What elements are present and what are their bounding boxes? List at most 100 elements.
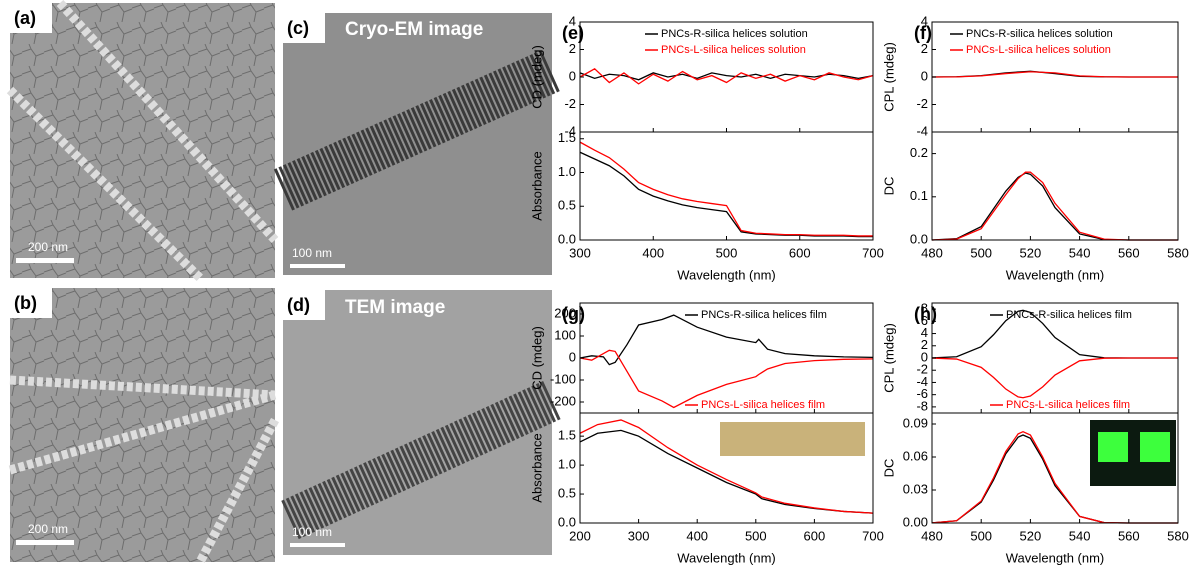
legend-label: PNCs-L-silica helices solution [966,44,1111,56]
legend-label: PNCs-R-silica helices solution [966,28,1113,40]
legend-label: PNCs-R-silica helices film [1006,309,1132,321]
panel-label: (d) [287,295,310,315]
panel-label: (h) [914,304,937,324]
x-tick-label: 540 [1069,528,1091,543]
y-axis-label: CD (mdeg) [529,326,544,390]
y-tick-label: 0 [569,68,576,83]
scale-label: 200 nm [28,240,68,254]
y-tick-label: 0 [569,349,576,364]
sem-image [10,288,275,562]
y-tick-label: 0.0 [558,231,576,246]
y-tick-label: 1.0 [558,457,576,472]
y-axis-label: DC [881,177,896,196]
x-tick-label: 480 [921,245,943,260]
x-tick-label: 520 [1020,528,1042,543]
y-tick-label: -2 [916,96,928,111]
inset-photo [720,422,865,456]
legend-label: PNCs-L-silica helices solution [661,44,806,56]
x-tick-label: 300 [628,528,650,543]
y-axis-label: Absorbance [529,433,544,502]
panel-label: (e) [562,23,584,43]
figure: (a) (b) (c) (d) Cryo-EM image TEM image … [0,0,1202,574]
legend-label: PNCs-R-silica helices film [701,309,827,321]
x-tick-label: 560 [1118,528,1140,543]
y-tick-label: 1.0 [558,164,576,179]
x-tick-label: 300 [569,245,591,260]
series-line [580,69,873,84]
panel-label: (f) [914,23,932,43]
series-line [932,358,1178,398]
y-tick-label: -200 [550,393,576,408]
x-tick-label: 580 [1167,245,1189,260]
y-tick-label: 0.5 [558,198,576,213]
scale-label: 100 nm [292,246,332,260]
x-tick-label: 600 [789,245,811,260]
x-axis-label: Wavelength (nm) [677,550,776,565]
y-tick-label: 0.5 [558,485,576,500]
x-tick-label: 400 [642,245,664,260]
y-tick-label: 0.06 [903,448,928,463]
scale-label: 200 nm [28,522,68,536]
scale-bar [290,264,345,268]
x-tick-label: 500 [970,528,992,543]
x-tick-label: 700 [862,245,884,260]
series-line [932,72,1178,77]
x-axis-label: Wavelength (nm) [1006,267,1105,282]
legend-label: PNCs-L-silica helices film [1006,399,1130,411]
y-axis-label: CD (mdeg) [529,45,544,109]
x-tick-label: 500 [970,245,992,260]
scale-bar [16,540,74,545]
series-line [580,152,873,236]
panel-label: (a) [14,8,36,28]
scale-label: 100 nm [292,525,332,539]
y-tick-label: 0.2 [910,145,928,160]
y-tick-label: 2 [921,41,928,56]
image-caption: TEM image [345,297,445,318]
x-tick-label: 500 [716,245,738,260]
y-tick-label: 0.1 [910,188,928,203]
scale-bar [16,258,74,263]
image-panels: (a) (b) (c) (d) Cryo-EM image TEM image … [10,3,1176,562]
series-line [580,73,873,80]
sem-image [10,3,275,278]
x-axis-label: Wavelength (nm) [1006,550,1105,565]
y-tick-label: 2 [569,41,576,56]
legend-label: PNCs-R-silica helices solution [661,28,808,40]
y-tick-label: 0.03 [903,481,928,496]
x-tick-label: 560 [1118,245,1140,260]
x-tick-label: 480 [921,528,943,543]
x-tick-label: 580 [1167,528,1189,543]
y-tick-label: 0.0 [558,514,576,529]
legend-label: PNCs-L-silica helices film [701,399,825,411]
x-tick-label: 400 [686,528,708,543]
glow [1098,432,1128,462]
x-tick-label: 520 [1020,245,1042,260]
y-axis-label: DC [881,459,896,478]
y-tick-label: 1.5 [558,130,576,145]
y-axis-label: CPL (mdeg) [881,42,896,112]
panel-label: (g) [562,304,585,324]
x-tick-label: 700 [862,528,884,543]
x-tick-label: 600 [804,528,826,543]
x-tick-label: 500 [745,528,767,543]
y-axis-label: Absorbance [529,151,544,220]
y-tick-label: 0 [921,68,928,83]
series-line [932,173,1178,240]
y-tick-label: -100 [550,371,576,386]
y-tick-label: 0.00 [903,514,928,529]
glow [1140,432,1170,462]
image-caption: Cryo-EM image [345,19,483,40]
panel-label: (b) [14,293,37,313]
plot-frame [580,132,873,240]
x-tick-label: 540 [1069,245,1091,260]
series-line [932,172,1178,240]
series-line [580,315,873,365]
plot-frame [932,132,1178,240]
x-tick-label: 200 [569,528,591,543]
scale-bar [290,543,345,547]
y-axis-label: CPL (mdeg) [881,323,896,393]
x-axis-label: Wavelength (nm) [677,267,776,282]
y-tick-label: 100 [554,327,576,342]
y-tick-label: 0.0 [910,231,928,246]
y-tick-label: -4 [916,123,928,138]
